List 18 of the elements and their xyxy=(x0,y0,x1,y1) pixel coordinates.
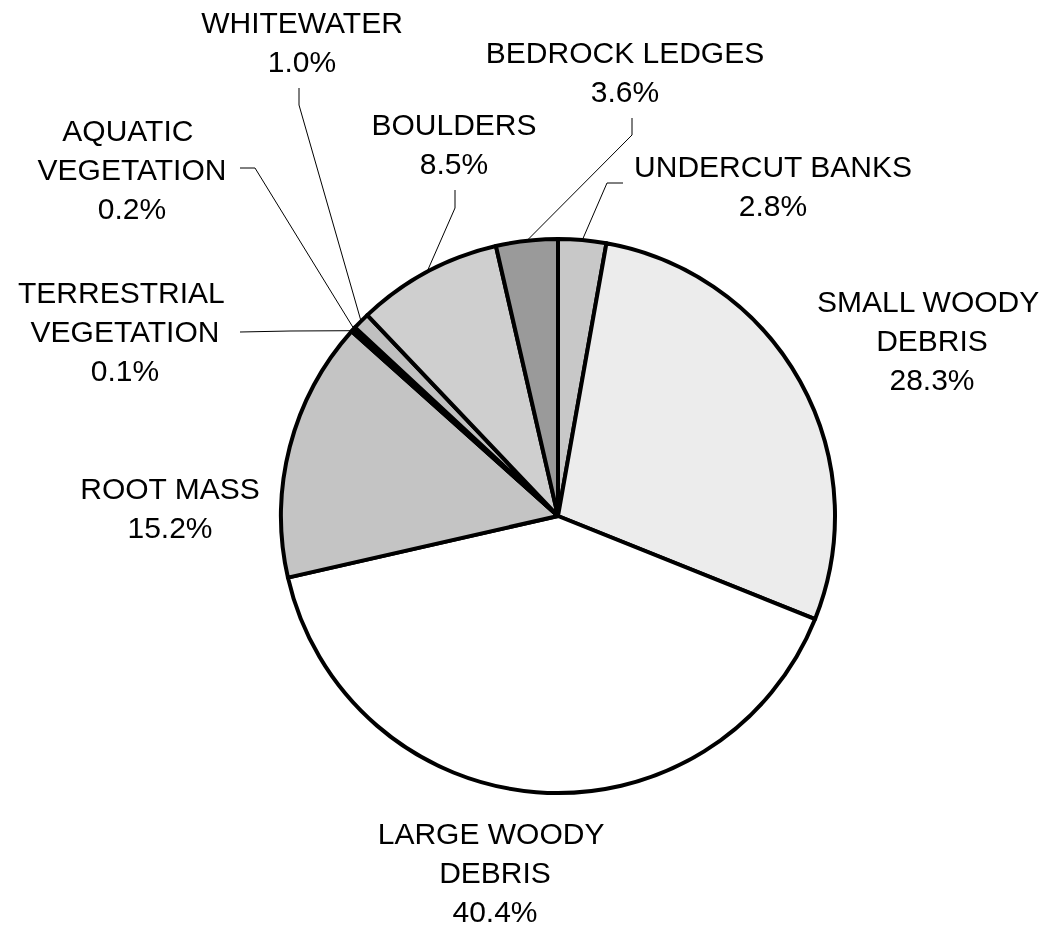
data-label: 8.5% xyxy=(419,147,489,180)
data-label: 40.4% xyxy=(452,894,538,927)
slice-label: LARGE WOODY DEBRIS xyxy=(377,816,613,889)
slice-label: AQUATIC VEGETATION xyxy=(37,113,227,186)
slice-label: UNDERCUT BANKS xyxy=(634,150,912,183)
data-label: 15.2% xyxy=(127,511,213,544)
data-label: 0.1% xyxy=(90,353,160,387)
slice-label: BEDROCK LEDGES xyxy=(485,36,765,69)
data-label: 2.8% xyxy=(738,189,808,222)
data-label: 3.6% xyxy=(590,75,660,108)
slice-label: TERRESTRIAL VEGETATION xyxy=(18,275,232,348)
data-label: 28.3% xyxy=(889,362,975,396)
slice-label: WHITEWATER xyxy=(201,6,403,39)
data-label: 1.0% xyxy=(267,45,337,78)
slice-label: SMALL WOODY DEBRIS xyxy=(816,284,1048,357)
slice-label: BOULDERS xyxy=(371,108,537,141)
slice-label: ROOT MASS xyxy=(80,472,260,505)
data-label: 0.2% xyxy=(97,191,167,225)
